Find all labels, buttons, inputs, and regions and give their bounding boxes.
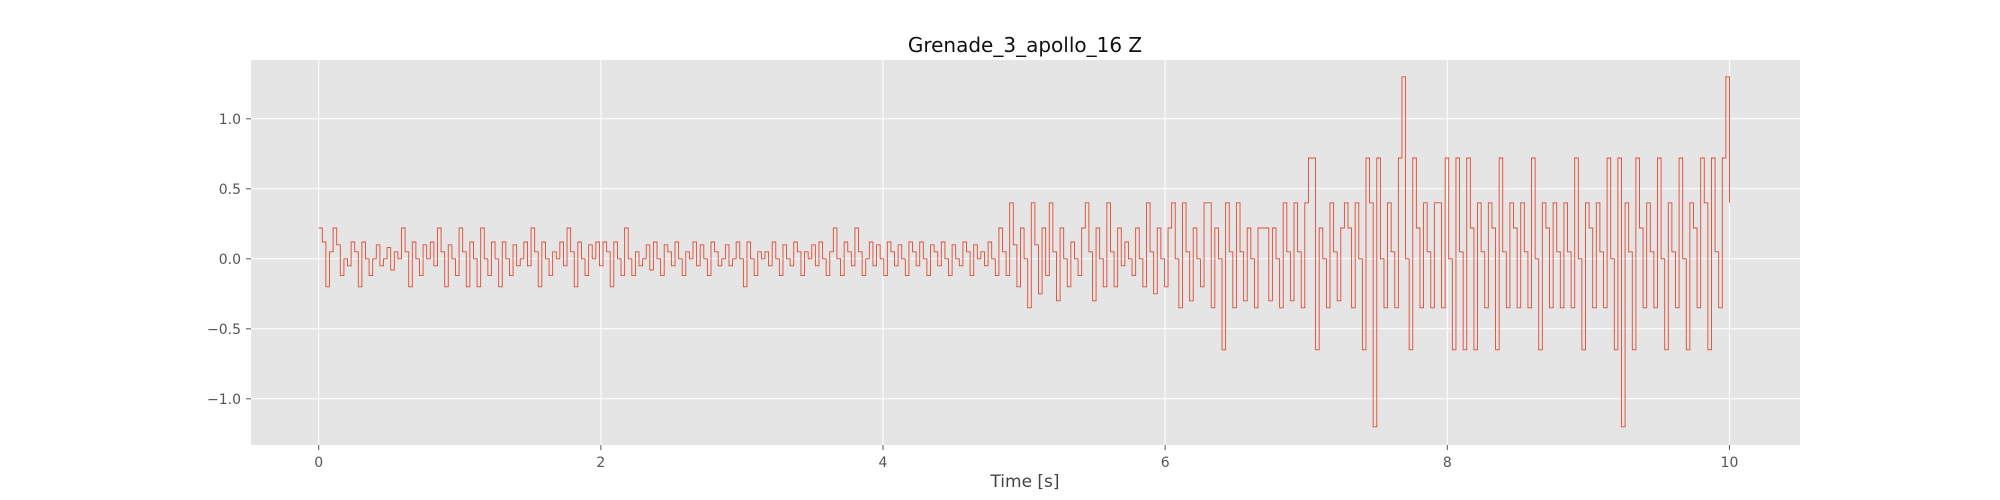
y-tick-label: −1.0 <box>207 392 241 408</box>
x-tick-label: 6 <box>1161 455 1170 471</box>
series-layer <box>318 76 1730 428</box>
y-tick-label: 0.0 <box>219 252 241 268</box>
y-axis-ticks: −1.0 −0.5 0.0 0.5 1.0 <box>207 112 251 408</box>
series-line <box>318 76 1730 428</box>
y-tick-label: −0.5 <box>207 322 241 338</box>
plot-area <box>251 60 1800 445</box>
y-tick-label: 0.5 <box>219 182 241 198</box>
x-tick-label: 8 <box>1443 455 1452 471</box>
chart-title: Grenade_3_apollo_16 Z <box>908 33 1142 57</box>
x-tick-label: 0 <box>314 455 323 471</box>
x-tick-label: 10 <box>1721 455 1739 471</box>
x-tick-label: 2 <box>596 455 605 471</box>
x-tick-label: 4 <box>879 455 888 471</box>
x-axis-label: Time [s] <box>989 472 1059 492</box>
y-tick-label: 1.0 <box>219 112 241 128</box>
x-axis-ticks: 0 2 4 6 8 10 <box>314 445 1738 471</box>
